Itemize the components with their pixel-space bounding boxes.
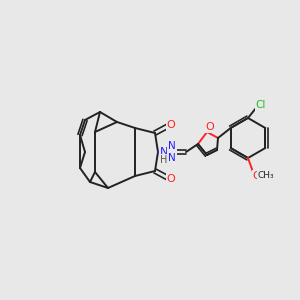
Text: N: N — [168, 141, 176, 151]
Text: O: O — [167, 120, 176, 130]
Text: O: O — [253, 171, 261, 181]
Text: O: O — [167, 174, 176, 184]
Text: Cl: Cl — [256, 100, 266, 110]
Text: N: N — [168, 153, 176, 163]
Text: CH₃: CH₃ — [258, 172, 274, 181]
Text: N: N — [160, 147, 168, 157]
Text: H: H — [160, 155, 168, 165]
Text: O: O — [206, 122, 214, 132]
